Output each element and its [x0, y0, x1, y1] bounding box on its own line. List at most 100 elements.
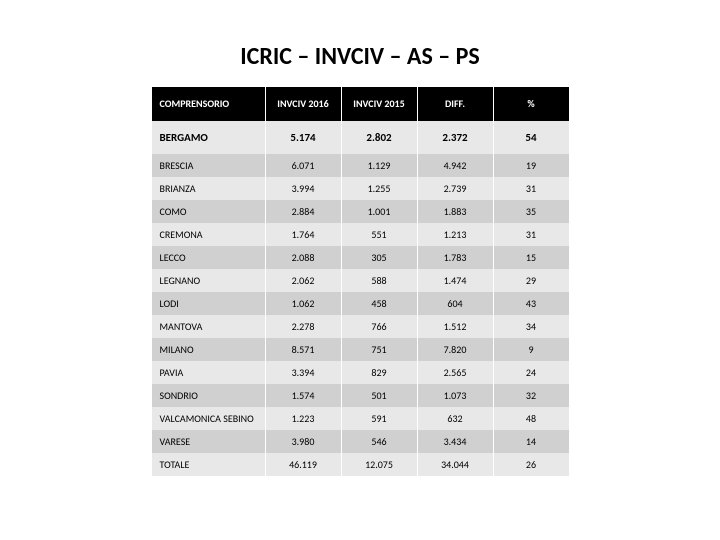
cell-value: 31 [493, 177, 569, 200]
cell-value: 1.255 [341, 177, 417, 200]
cell-value: 32 [493, 384, 569, 407]
table-row: LECCO2.0883051.78315 [151, 246, 569, 269]
cell-value: 54 [493, 121, 569, 154]
cell-value: 1.062 [265, 292, 341, 315]
col-header-percent: % [493, 87, 569, 121]
table-container: COMPRENSORIO INVCIV 2016 INVCIV 2015 DIF… [0, 87, 720, 476]
cell-value: 34 [493, 315, 569, 338]
cell-label: BERGAMO [151, 121, 265, 154]
cell-value: 1.129 [341, 154, 417, 177]
cell-value: 2.278 [265, 315, 341, 338]
cell-value: 8.571 [265, 338, 341, 361]
table-row: MILANO8.5717517.8209 [151, 338, 569, 361]
cell-label: LODI [151, 292, 265, 315]
table-header: COMPRENSORIO INVCIV 2016 INVCIV 2015 DIF… [151, 87, 569, 121]
cell-value: 551 [341, 223, 417, 246]
cell-value: 34.044 [417, 453, 493, 476]
cell-value: 26 [493, 453, 569, 476]
cell-value: 1.883 [417, 200, 493, 223]
table-row: CREMONA1.7645511.21331 [151, 223, 569, 246]
cell-value: 604 [417, 292, 493, 315]
cell-value: 1.512 [417, 315, 493, 338]
table-row: SONDRIO1.5745011.07332 [151, 384, 569, 407]
cell-value: 43 [493, 292, 569, 315]
table-row: TOTALE46.11912.07534.04426 [151, 453, 569, 476]
cell-value: 1.764 [265, 223, 341, 246]
cell-value: 2.062 [265, 269, 341, 292]
cell-value: 19 [493, 154, 569, 177]
table-row: BERGAMO5.1742.8022.37254 [151, 121, 569, 154]
data-table: COMPRENSORIO INVCIV 2016 INVCIV 2015 DIF… [151, 87, 570, 476]
table-row: VALCAMONICA SEBINO1.22359163248 [151, 407, 569, 430]
cell-value: 1.574 [265, 384, 341, 407]
cell-value: 632 [417, 407, 493, 430]
table-row: MANTOVA2.2787661.51234 [151, 315, 569, 338]
cell-value: 751 [341, 338, 417, 361]
page-title: ICRIC – INVCIV – AS – PS [0, 42, 720, 71]
cell-value: 1.223 [265, 407, 341, 430]
cell-value: 588 [341, 269, 417, 292]
cell-value: 1.001 [341, 200, 417, 223]
cell-value: 591 [341, 407, 417, 430]
cell-value: 1.783 [417, 246, 493, 269]
cell-value: 2.739 [417, 177, 493, 200]
cell-value: 15 [493, 246, 569, 269]
cell-value: 2.565 [417, 361, 493, 384]
cell-value: 3.434 [417, 430, 493, 453]
table-row: LEGNANO2.0625881.47429 [151, 269, 569, 292]
cell-label: VALCAMONICA SEBINO [151, 407, 265, 430]
cell-label: COMO [151, 200, 265, 223]
cell-label: LEGNANO [151, 269, 265, 292]
cell-value: 2.884 [265, 200, 341, 223]
cell-value: 46.119 [265, 453, 341, 476]
slide: ICRIC – INVCIV – AS – PS COMPRENSORIO IN… [0, 0, 720, 540]
cell-value: 4.942 [417, 154, 493, 177]
cell-value: 305 [341, 246, 417, 269]
cell-value: 29 [493, 269, 569, 292]
table-body: BERGAMO5.1742.8022.37254BRESCIA6.0711.12… [151, 121, 569, 476]
cell-value: 501 [341, 384, 417, 407]
cell-label: BRESCIA [151, 154, 265, 177]
cell-label: BRIANZA [151, 177, 265, 200]
cell-label: TOTALE [151, 453, 265, 476]
cell-value: 1.213 [417, 223, 493, 246]
cell-value: 5.174 [265, 121, 341, 154]
cell-value: 24 [493, 361, 569, 384]
table-row: BRIANZA3.9941.2552.73931 [151, 177, 569, 200]
cell-label: LECCO [151, 246, 265, 269]
table-row: BRESCIA6.0711.1294.94219 [151, 154, 569, 177]
cell-value: 48 [493, 407, 569, 430]
col-header-diff: DIFF. [417, 87, 493, 121]
cell-value: 14 [493, 430, 569, 453]
cell-value: 3.980 [265, 430, 341, 453]
cell-value: 3.994 [265, 177, 341, 200]
col-header-comprensorio: COMPRENSORIO [151, 87, 265, 121]
cell-label: PAVIA [151, 361, 265, 384]
cell-value: 2.372 [417, 121, 493, 154]
cell-label: VARESE [151, 430, 265, 453]
cell-label: MILANO [151, 338, 265, 361]
table-row: PAVIA3.3948292.56524 [151, 361, 569, 384]
cell-value: 6.071 [265, 154, 341, 177]
cell-value: 12.075 [341, 453, 417, 476]
cell-value: 2.088 [265, 246, 341, 269]
cell-value: 1.073 [417, 384, 493, 407]
table-row: COMO2.8841.0011.88335 [151, 200, 569, 223]
table-row: LODI1.06245860443 [151, 292, 569, 315]
cell-value: 766 [341, 315, 417, 338]
cell-value: 3.394 [265, 361, 341, 384]
cell-value: 9 [493, 338, 569, 361]
cell-label: CREMONA [151, 223, 265, 246]
cell-value: 35 [493, 200, 569, 223]
cell-value: 7.820 [417, 338, 493, 361]
cell-value: 829 [341, 361, 417, 384]
col-header-invciv-2016: INVCIV 2016 [265, 87, 341, 121]
cell-value: 31 [493, 223, 569, 246]
cell-value: 458 [341, 292, 417, 315]
cell-label: SONDRIO [151, 384, 265, 407]
cell-value: 1.474 [417, 269, 493, 292]
table-row: VARESE3.9805463.43414 [151, 430, 569, 453]
cell-label: MANTOVA [151, 315, 265, 338]
col-header-invciv-2015: INVCIV 2015 [341, 87, 417, 121]
cell-value: 546 [341, 430, 417, 453]
